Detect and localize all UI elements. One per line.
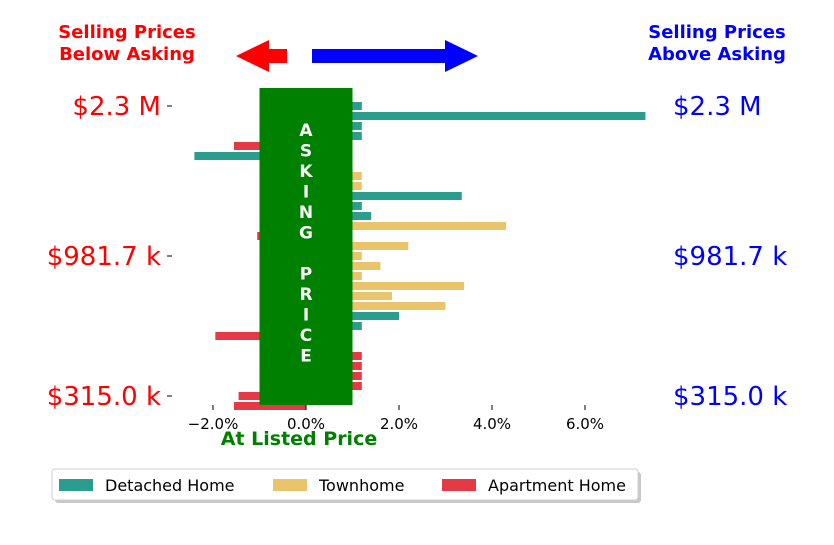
bar-townhome — [306, 222, 506, 230]
band-letter: I — [303, 183, 309, 203]
legend-swatch — [59, 479, 93, 491]
band-letter: E — [300, 347, 312, 367]
y-axis: $2.3 M $2.3 M $981.7 k $981.7 k $315.0 k $315… — [47, 92, 788, 412]
x-tick-label: 0.0% — [287, 415, 325, 433]
legend-swatch — [273, 479, 307, 491]
bar-detached-home — [306, 112, 646, 120]
bar-townhome — [306, 302, 446, 310]
bar-apartment-home — [233, 402, 306, 410]
legend-label: Detached Home — [105, 476, 235, 495]
band-letter: P — [300, 265, 312, 285]
band-letter: K — [299, 162, 313, 182]
arrow-right-icon — [312, 40, 478, 72]
header-left-line-1: Selling Prices — [58, 22, 195, 43]
legend-label: Apartment Home — [488, 476, 626, 495]
y-tick-label-left: $2.3 M — [72, 92, 161, 122]
band-letter: C — [300, 326, 312, 346]
x-tick-label: 2.0% — [380, 415, 418, 433]
bar-detached-home — [306, 192, 462, 200]
x-axis: −2.0% 0.0% 2.0% 4.0% 6.0% — [188, 405, 604, 433]
header-left-line-2: Below Asking — [59, 44, 195, 65]
y-tick-label-left: $315.0 k — [47, 382, 161, 412]
y-tick-label-right: $981.7 k — [673, 242, 787, 272]
center-label: At Listed Price — [221, 428, 377, 450]
y-tick-label-left: $981.7 k — [47, 242, 161, 272]
y-tick-label-right: $315.0 k — [673, 382, 787, 412]
arrow-left-icon — [236, 40, 287, 72]
band-letter: R — [299, 285, 312, 305]
band-letter: A — [299, 121, 313, 141]
header-right-line-1: Selling Prices — [648, 22, 785, 43]
bar-detached-home — [194, 152, 306, 160]
band-letter: S — [300, 142, 312, 162]
bar-townhome — [306, 282, 465, 290]
band-letter: N — [299, 203, 313, 223]
legend-swatch — [442, 479, 476, 491]
legend: Detached Home Townhome Apartment Home — [51, 468, 641, 503]
y-tick-label-right: $2.3 M — [673, 92, 762, 122]
band-letter: I — [303, 306, 309, 326]
header-right-line-2: Above Asking — [648, 44, 786, 65]
band-letter: G — [299, 224, 313, 244]
legend-label: Townhome — [318, 476, 404, 495]
asking-band-rect — [259, 88, 353, 405]
x-tick-label: −2.0% — [188, 415, 239, 433]
bar-townhome — [306, 242, 409, 250]
x-tick-label: 4.0% — [473, 415, 511, 433]
x-tick-label: 6.0% — [566, 415, 604, 433]
